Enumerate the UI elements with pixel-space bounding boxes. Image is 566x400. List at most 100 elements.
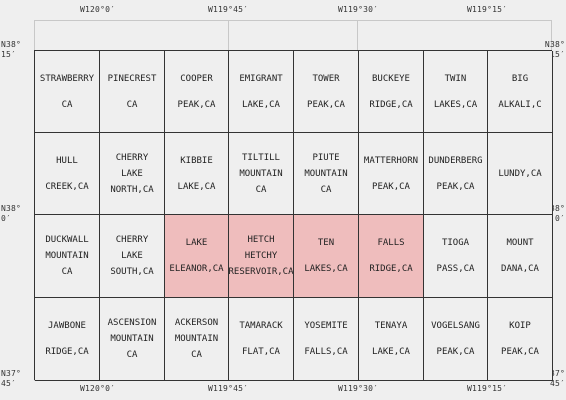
quad-label-line: RIDGE,CA xyxy=(369,99,413,110)
quad-label-line: PEAK,CA xyxy=(307,99,345,110)
quad-cell[interactable]: LUNDY,CA xyxy=(488,133,553,215)
quad-label-line: CA xyxy=(255,184,267,195)
quad-label-line: CA xyxy=(191,350,202,360)
coord-left-0: N38° 15′ xyxy=(1,40,22,59)
quad-label-line: MOUNTAIN xyxy=(239,168,283,179)
quad-label-line: PEAK,CA xyxy=(177,99,216,110)
quad-cell[interactable]: JAWBONE RIDGE,CA xyxy=(35,298,100,381)
quad-cell[interactable]: TENAYA LAKE,CA xyxy=(359,298,424,381)
quad-label: HULL CREEK,CA xyxy=(45,153,88,195)
quad-cell[interactable]: VOGELSANG PEAK,CA xyxy=(424,298,488,381)
quad-label-line: MOUNT xyxy=(506,238,534,248)
quad-label-line: FLAT,CA xyxy=(242,347,280,357)
quad-label: EMIGRANT LAKE,CA xyxy=(239,71,282,113)
quad-label: DUCKWALL MOUNTAIN CA xyxy=(45,232,88,280)
quad-label-line: FALLS xyxy=(377,238,405,248)
quad-label-line: ACKERSON xyxy=(174,318,219,328)
quad-label-line: TILTILL xyxy=(242,152,280,163)
quad-cell[interactable]: TWIN LAKES,CA xyxy=(424,51,488,133)
quad-label: STRAWBERRY CA xyxy=(40,71,94,113)
quad-cell[interactable]: BIG ALKALI,C xyxy=(488,51,553,133)
guide-w119-30 xyxy=(357,20,358,50)
quad-label-line: VOGELSANG xyxy=(431,321,480,331)
quad-label-line: TWIN xyxy=(444,73,467,84)
quad-label-line: CA xyxy=(320,184,332,195)
guide-w119-45 xyxy=(228,20,229,50)
quad-cell[interactable]: TIOGA PASS,CA xyxy=(424,215,488,298)
coord-right-2: N37° 45′ xyxy=(544,369,565,388)
quad-label-line: SOUTH,CA xyxy=(110,267,154,277)
quad-label-line: PEAK,CA xyxy=(501,347,539,357)
quad-label: TEN LAKES,CA xyxy=(304,235,347,277)
quad-cell[interactable]: PINECREST CA xyxy=(100,51,165,133)
quad-label-line: LAKE xyxy=(121,251,143,261)
quad-label-line: YOSEMITE xyxy=(304,321,348,331)
quad-label-line: LAKE,CA xyxy=(177,181,216,192)
quad-label: ASCENSION MOUNTAIN CA xyxy=(108,315,157,363)
coord-top-3: W119°15′ xyxy=(467,5,508,14)
quad-label-line: RESERVOIR,CA xyxy=(229,267,294,277)
quad-label-line: MOUNTAIN xyxy=(45,251,89,261)
quad-label-line: COOPER xyxy=(180,73,213,84)
quad-label: TENAYA LAKE,CA xyxy=(372,318,410,360)
quad-label: TIOGA PASS,CA xyxy=(437,235,475,277)
quad-label-line: PEAK,CA xyxy=(436,347,475,357)
quad-label: CHERRY LAKE NORTH,CA xyxy=(110,150,153,198)
quad-label-line: NORTH,CA xyxy=(110,184,154,195)
quad-cell[interactable]: DUCKWALL MOUNTAIN CA xyxy=(35,215,100,298)
quad-label: TOWER PEAK,CA xyxy=(307,71,345,113)
quad-label-line: LAKES,CA xyxy=(304,264,348,274)
quad-cell[interactable]: TOWER PEAK,CA xyxy=(294,51,359,133)
quad-label-line: LAKE,CA xyxy=(242,99,280,110)
quad-cell[interactable]: CHERRY LAKE SOUTH,CA xyxy=(100,215,165,298)
quad-cell[interactable]: TEN LAKES,CA xyxy=(294,215,359,298)
quad-label-line: HETCH xyxy=(247,235,275,245)
quad-cell[interactable]: EMIGRANT LAKE,CA xyxy=(229,51,294,133)
quad-cell[interactable]: DUNDERBERG PEAK,CA xyxy=(424,133,488,215)
quad-label: BIG ALKALI,C xyxy=(498,71,541,113)
quad-label-line: LAKE xyxy=(185,238,208,248)
quad-cell[interactable]: MATTERHORN PEAK,CA xyxy=(359,133,424,215)
coord-top-2: W119°30′ xyxy=(338,5,379,14)
coord-top-0: W120°0′ xyxy=(80,5,116,14)
coord-bottom-2: W119°30′ xyxy=(338,384,379,393)
quad-label-line: FALLS,CA xyxy=(304,347,348,357)
quad-label-line: BUCKEYE xyxy=(372,73,410,84)
quad-label: TWIN LAKES,CA xyxy=(434,71,477,113)
quad-cell[interactable]: KOIP PEAK,CA xyxy=(488,298,553,381)
quad-cell[interactable]: FALLS RIDGE,CA xyxy=(359,215,424,298)
quad-cell[interactable]: TILTILL MOUNTAIN CA xyxy=(229,133,294,215)
quad-cell[interactable]: PIUTE MOUNTAIN CA xyxy=(294,133,359,215)
quad-label: HETCH HETCHY RESERVOIR,CA xyxy=(229,232,294,280)
quad-label: CHERRY LAKE SOUTH,CA xyxy=(110,232,153,280)
quad-label: TILTILL MOUNTAIN CA xyxy=(239,150,282,198)
quad-cell[interactable]: HETCH HETCHY RESERVOIR,CA xyxy=(229,215,294,298)
quad-label-line: CA xyxy=(126,99,138,110)
quad-cell[interactable]: HULL CREEK,CA xyxy=(35,133,100,215)
quad-grid: STRAWBERRY CA PINECREST CA COOPER PEAK,CA EMIG… xyxy=(34,50,553,381)
coord-bottom-1: W119°45′ xyxy=(208,384,249,393)
quad-label: LAKE ELEANOR,CA xyxy=(169,235,223,277)
quad-label-line: PIUTE xyxy=(312,152,340,163)
quad-label-line: ASCENSION xyxy=(107,318,157,328)
quad-label: BUCKEYE RIDGE,CA xyxy=(369,71,412,113)
quad-cell[interactable]: TAMARACK FLAT,CA xyxy=(229,298,294,381)
quad-label-line: CA xyxy=(61,99,73,110)
coord-right-0: N38° 15′ xyxy=(544,40,565,59)
coord-left-2: N37° 45′ xyxy=(1,369,22,388)
quad-label: PINECREST CA xyxy=(108,71,157,113)
quad-cell[interactable]: BUCKEYE RIDGE,CA xyxy=(359,51,424,133)
quad-cell[interactable]: CHERRY LAKE NORTH,CA xyxy=(100,133,165,215)
quad-cell[interactable]: LAKE ELEANOR,CA xyxy=(165,215,229,298)
quad-cell[interactable]: ASCENSION MOUNTAIN CA xyxy=(100,298,165,381)
quad-cell[interactable]: MOUNT DANA,CA xyxy=(488,215,553,298)
quad-label-line: KIBBIE xyxy=(180,155,213,166)
quad-cell[interactable]: YOSEMITE FALLS,CA xyxy=(294,298,359,381)
quad-cell[interactable]: STRAWBERRY CA xyxy=(35,51,100,133)
quad-cell[interactable]: KIBBIE LAKE,CA xyxy=(165,133,229,215)
quad-label-line: HULL xyxy=(56,155,78,166)
quad-label-line: STRAWBERRY xyxy=(39,73,95,84)
quad-cell[interactable]: ACKERSON MOUNTAIN CA xyxy=(165,298,229,381)
quad-cell[interactable]: COOPER PEAK,CA xyxy=(165,51,229,133)
quad-label-line: DUCKWALL xyxy=(45,235,89,245)
